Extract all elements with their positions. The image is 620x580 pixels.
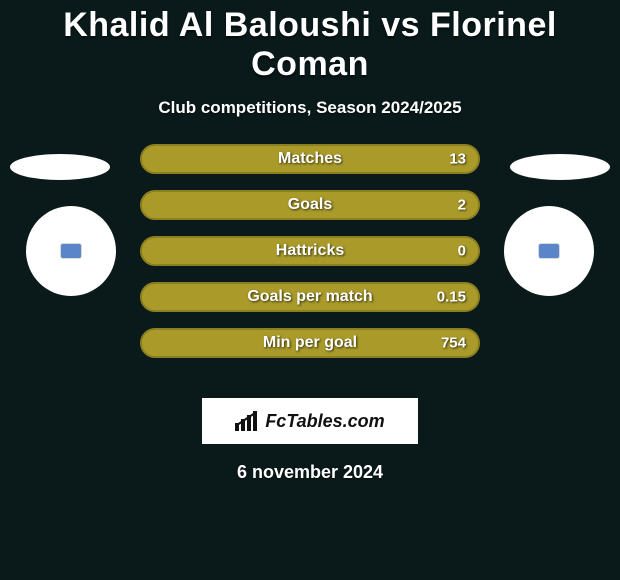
comparison-card: Khalid Al Baloushi vs Florinel Coman Clu… xyxy=(0,0,620,580)
stat-label: Hattricks xyxy=(276,242,344,260)
badge-text: FcTables.com xyxy=(265,411,384,432)
stat-label: Matches xyxy=(278,150,342,168)
stat-row: Matches 13 xyxy=(140,144,480,174)
stats-stage: Matches 13 Goals 2 Hattricks 0 Goals per match… xyxy=(0,144,620,384)
page-title: Khalid Al Baloushi vs Florinel Coman xyxy=(0,6,620,84)
stat-bars: Matches 13 Goals 2 Hattricks 0 Goals per match… xyxy=(140,144,480,374)
fctables-badge[interactable]: FcTables.com xyxy=(202,398,418,444)
stat-value: 0.15 xyxy=(437,289,466,306)
right-player-circle xyxy=(504,206,594,296)
stat-row: Goals per match 0.15 xyxy=(140,282,480,312)
stat-value: 2 xyxy=(458,197,466,214)
stat-value: 754 xyxy=(441,335,466,352)
right-flag-icon xyxy=(539,244,559,258)
stat-row: Goals 2 xyxy=(140,190,480,220)
right-player-ellipse xyxy=(510,154,610,180)
stat-label: Min per goal xyxy=(263,334,357,352)
stat-label: Goals xyxy=(288,196,332,214)
footer-date: 6 november 2024 xyxy=(0,462,620,483)
left-flag-icon xyxy=(61,244,81,258)
stat-row: Min per goal 754 xyxy=(140,328,480,358)
stat-value: 13 xyxy=(449,151,466,168)
page-subtitle: Club competitions, Season 2024/2025 xyxy=(0,98,620,118)
left-player-ellipse xyxy=(10,154,110,180)
chart-icon xyxy=(235,411,259,431)
left-player-circle xyxy=(26,206,116,296)
stat-label: Goals per match xyxy=(247,288,372,306)
stat-row: Hattricks 0 xyxy=(140,236,480,266)
stat-value: 0 xyxy=(458,243,466,260)
